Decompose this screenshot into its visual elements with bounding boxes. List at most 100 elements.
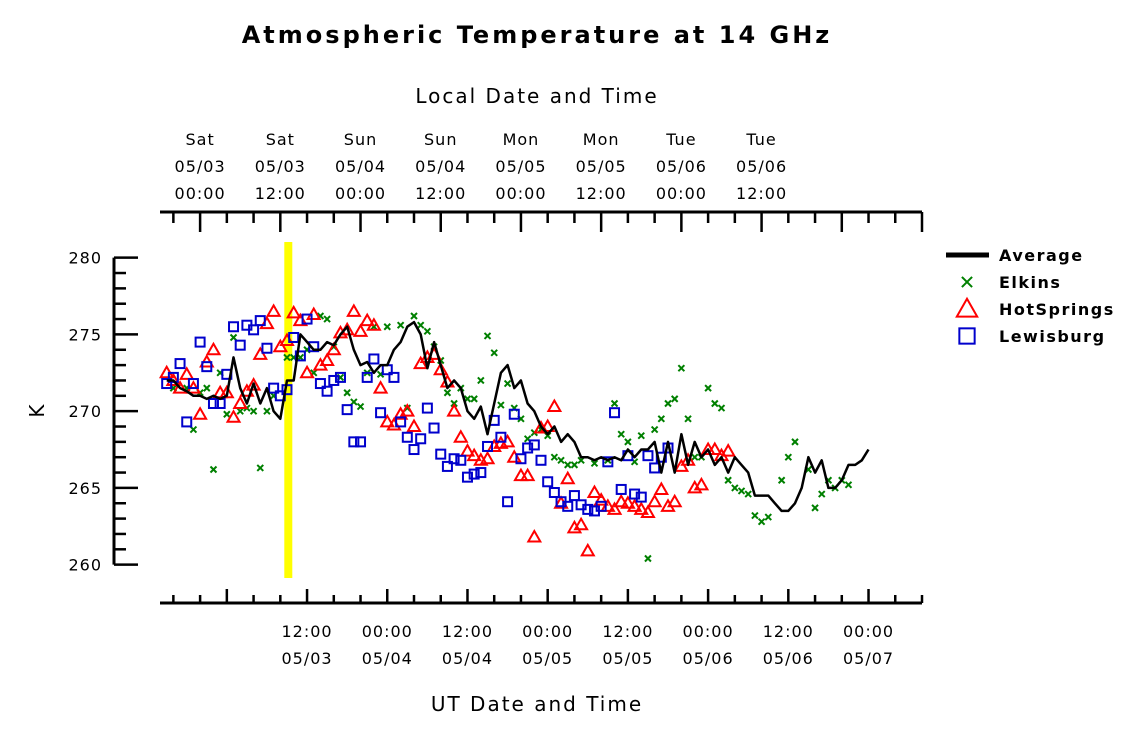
top-tick-day: Sun — [344, 130, 377, 149]
elkins-point — [737, 487, 746, 495]
marker-stroke — [517, 415, 525, 423]
lewisburg-point — [562, 500, 574, 512]
marker-stroke — [610, 399, 619, 408]
top-tick-time: 00:00 — [656, 184, 707, 203]
y-tick-label: 280 — [68, 249, 102, 268]
elkins-point — [811, 504, 819, 512]
hotsprings-point — [580, 542, 596, 557]
marker-stroke — [650, 425, 659, 434]
hotsprings-point — [573, 516, 589, 531]
lewisburg-point — [475, 467, 487, 479]
marker-stroke — [564, 461, 572, 469]
elkins-point — [644, 554, 652, 563]
marker-stroke — [691, 453, 699, 461]
bottom-tick-time: 12:00 — [763, 622, 814, 641]
lewisburg-point — [234, 339, 246, 351]
bottom-tick-time: 00:00 — [843, 622, 894, 641]
marker-stroke — [617, 430, 625, 438]
hotsprings-point — [285, 304, 302, 319]
hotsprings-point — [586, 484, 603, 499]
hotsprings-point — [352, 323, 369, 337]
marker-stroke — [590, 459, 599, 468]
top-tick-date: 05/06 — [736, 157, 787, 176]
lewisburg-point — [355, 436, 367, 448]
lewisburg-point — [268, 382, 280, 394]
marker-stroke — [737, 487, 746, 495]
lewisburg-point — [361, 371, 373, 383]
top-tick-time: 12:00 — [576, 184, 627, 203]
marker-stroke — [477, 376, 485, 385]
hotsprings-point — [707, 441, 723, 456]
marker-stroke — [443, 389, 452, 397]
hotsprings-point — [319, 352, 335, 367]
hotsprings-point — [626, 498, 643, 512]
elkins-point — [617, 430, 625, 438]
hotsprings-point — [720, 443, 736, 457]
top-tick-date: 05/04 — [415, 157, 466, 176]
marker-stroke — [751, 511, 759, 520]
elkins-point — [744, 490, 752, 498]
y-tick-label: 275 — [68, 325, 102, 344]
top-tick-time: 00:00 — [175, 184, 226, 203]
lewisburg-point — [515, 453, 527, 465]
average-line — [166, 320, 870, 513]
hotsprings-point — [299, 364, 315, 379]
lewisburg-point — [482, 440, 494, 452]
marker-stroke — [557, 456, 565, 464]
top-tick-time: 00:00 — [335, 184, 386, 203]
elkins-point — [751, 511, 759, 520]
lewisburg-point — [388, 371, 400, 383]
marker-stroke — [637, 432, 645, 440]
hotsprings-point — [546, 398, 563, 413]
marker-stroke — [350, 398, 358, 406]
hotsprings-point — [653, 481, 670, 495]
elkins-point — [236, 407, 244, 415]
legend-lewisburg-swatch — [958, 327, 976, 345]
elkins-point — [818, 490, 826, 498]
top-tick-day: Sat — [185, 130, 214, 149]
hotsprings-point — [479, 450, 496, 465]
hotsprings-point — [205, 341, 222, 356]
chart-title: Atmospheric Temperature at 14 GHz — [242, 21, 833, 49]
top-tick-day: Sat — [266, 130, 295, 149]
hotsprings-point — [232, 395, 248, 409]
marker-stroke — [189, 425, 198, 434]
marker-stroke — [497, 401, 505, 409]
elkins-point — [691, 453, 699, 461]
hotsprings-point — [399, 403, 416, 417]
lewisburg-point — [595, 500, 607, 512]
elkins-point — [416, 321, 425, 329]
bottom-tick-time: 00:00 — [683, 622, 734, 641]
lewisburg-point — [228, 321, 240, 333]
top-tick-date: 05/03 — [175, 157, 226, 176]
marker-stroke — [664, 399, 672, 408]
hotsprings-point — [506, 449, 522, 463]
lewisburg-point — [294, 350, 306, 362]
lewisburg-point — [261, 342, 273, 354]
elkins-point — [470, 395, 478, 403]
hotsprings-point — [379, 413, 395, 428]
legend: Average Elkins HotSprings Lewisburg — [946, 246, 1113, 346]
lewisburg-point — [368, 353, 380, 365]
marker-stroke — [470, 395, 478, 403]
lewisburg-point — [441, 460, 453, 472]
top-axis-title: Local Date and Time — [415, 84, 658, 108]
elkins-point — [590, 459, 599, 468]
lewisburg-point — [428, 422, 440, 434]
elkins-point — [704, 384, 712, 392]
marker-stroke — [283, 353, 291, 362]
y-tick-label: 265 — [68, 479, 102, 498]
elkins-point — [283, 353, 291, 362]
hotsprings-point — [179, 366, 195, 380]
lewisburg-point — [635, 491, 647, 503]
marker-stroke — [396, 321, 405, 329]
hotsprings-point — [453, 429, 469, 443]
marker-stroke — [503, 379, 512, 388]
y-tick-label: 270 — [68, 402, 102, 421]
lewisburg-point — [194, 336, 206, 348]
lewisburg-point — [435, 448, 447, 460]
top-tick-date: 05/05 — [495, 157, 546, 176]
elkins-point — [650, 425, 659, 434]
elkins-point — [189, 425, 198, 434]
hotsprings-point — [346, 303, 362, 317]
